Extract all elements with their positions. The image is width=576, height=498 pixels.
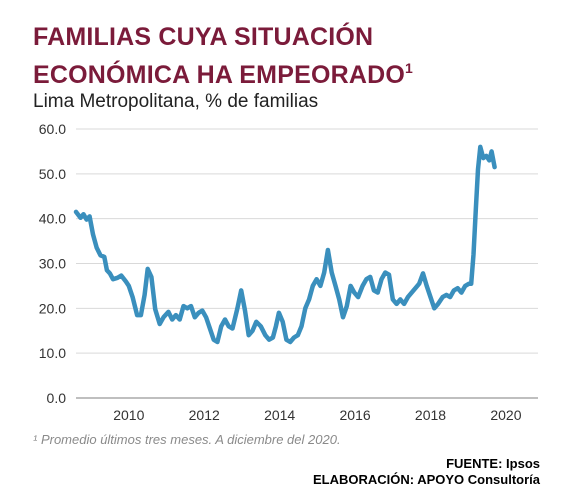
y-tick-label: 40.0 [39,211,66,227]
x-tick-label: 2018 [415,407,446,423]
y-tick-label: 60.0 [39,121,66,137]
y-axis-ticks: 0.0 10.0 20.0 30.0 40.0 50.0 60.0 [39,121,66,406]
source-credits: FUENTE: Ipsos ELABORACIÓN: APOYO Consult… [313,456,540,488]
y-tick-label: 30.0 [39,256,66,272]
chart-subtitle: Lima Metropolitana, % de familias [33,91,319,112]
y-tick-label: 20.0 [39,300,66,316]
y-tick-label: 50.0 [39,166,66,182]
x-tick-label: 2016 [340,407,371,423]
title-line-2: ECONÓMICA HA EMPEORADO [33,61,406,89]
chart-title: FAMILIAS CUYA SITUACIÓN ECONÓMICA HA EMP… [33,22,563,91]
footnote: ¹ Promedio últimos tres meses. A diciemb… [33,432,341,447]
gridlines [76,128,538,354]
series-line [73,144,497,345]
x-axis-ticks: 2010 2012 2014 2016 2018 2020 [113,407,522,423]
x-tick-label: 2020 [490,407,521,423]
title-superscript: 1 [405,60,414,76]
x-tick-label: 2012 [189,407,220,423]
series-group [73,144,497,345]
y-tick-label: 0.0 [47,390,67,406]
source-line: FUENTE: Ipsos [446,456,540,471]
elaboration-line: ELABORACIÓN: APOYO Consultoría [312,472,540,487]
x-tick-label: 2014 [264,407,295,423]
x-tick-label: 2010 [113,407,144,423]
title-line-1: FAMILIAS CUYA SITUACIÓN [33,23,374,51]
y-tick-label: 10.0 [39,345,66,361]
